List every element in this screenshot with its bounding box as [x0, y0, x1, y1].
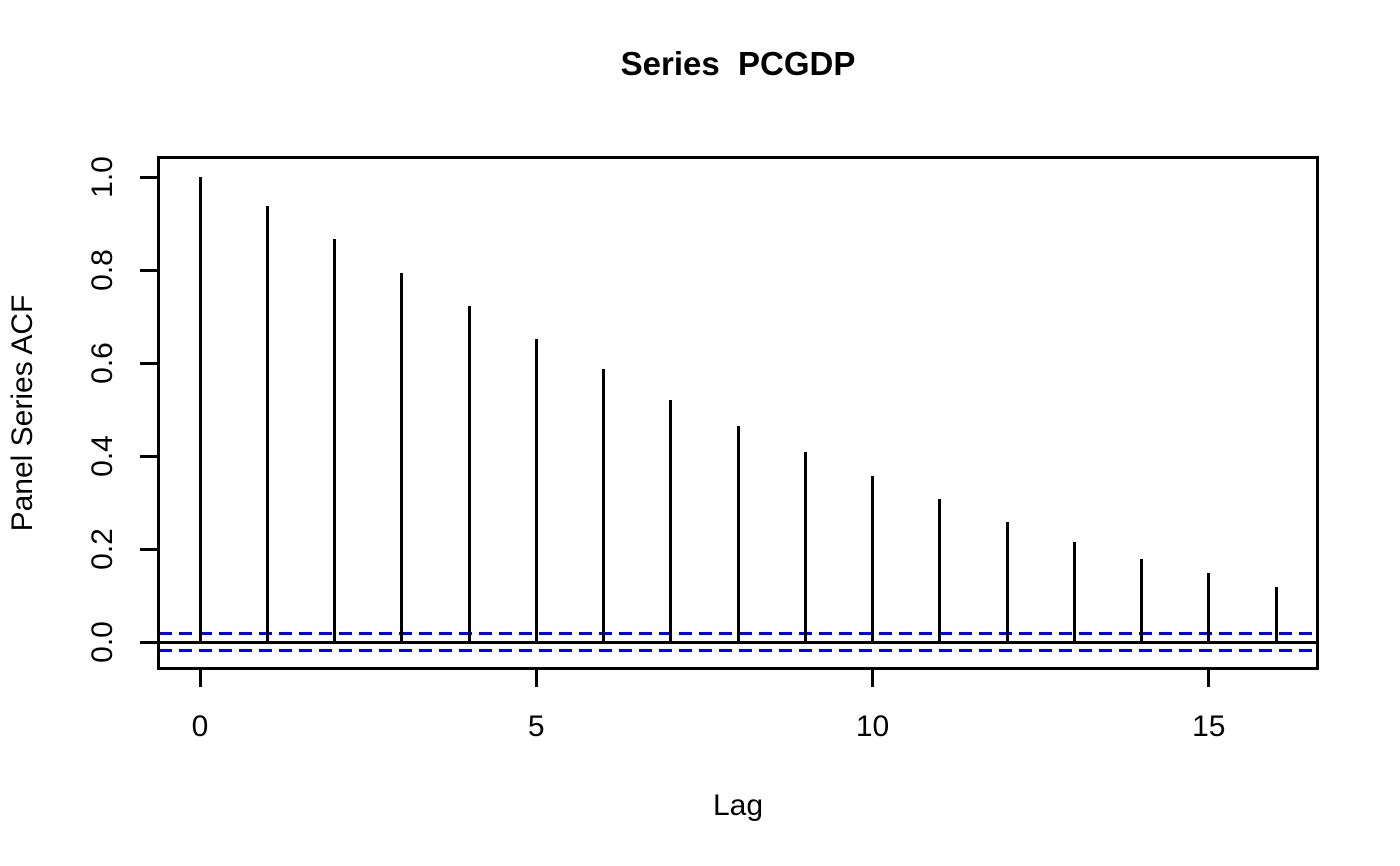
acf-bar-lag-16 [1274, 587, 1278, 642]
x-axis-label: Lag [712, 789, 764, 822]
acf-bar-lag-15 [1207, 573, 1211, 642]
x-tick-label-10: 10 [855, 710, 890, 743]
x-tick-label-15: 15 [1192, 710, 1226, 743]
x-tick-label-0: 0 [191, 710, 209, 743]
acf-bar-lag-5 [534, 338, 538, 642]
y-axis-tick-0.0 [140, 640, 157, 644]
x-axis-tick-10 [871, 670, 874, 687]
acf-bar-lag-12 [1005, 522, 1009, 642]
y-axis-label: Panel Series ACF [6, 294, 39, 532]
x-axis-tick-5 [534, 670, 538, 687]
acf-bar-lag-1 [265, 205, 269, 642]
acf-bar-lag-14 [1140, 559, 1143, 642]
chart-title: Series PCGDP [620, 45, 856, 82]
plot-box-border [157, 156, 1319, 670]
acf-bar-lag-10 [871, 476, 874, 642]
y-tick-label-0.2: 0.2 [86, 528, 119, 570]
x-tick-label-5: 5 [527, 710, 545, 743]
acf-bar-lag-6 [602, 368, 605, 642]
lower-conf-band-line [159, 649, 1317, 653]
x-axis-tick-15 [1207, 670, 1211, 687]
zero-reference-line [159, 640, 1317, 644]
y-tick-label-0.8: 0.8 [86, 249, 119, 291]
y-axis-tick-0.2 [140, 547, 157, 551]
acf-bar-lag-13 [1072, 542, 1076, 642]
y-axis-tick-0.4 [140, 454, 157, 458]
y-tick-label-1.0: 1.0 [86, 156, 119, 198]
y-axis-tick-0.6 [140, 361, 157, 365]
acf-bar-lag-4 [467, 305, 471, 642]
acf-bar-lag-8 [736, 426, 740, 642]
y-axis-tick-1.0 [140, 175, 157, 179]
y-tick-label-0.6: 0.6 [86, 342, 119, 384]
acf-bar-lag-3 [400, 272, 404, 642]
x-axis-tick-0 [198, 670, 202, 687]
y-axis-tick-0.8 [140, 268, 157, 272]
acf-bar-lag-2 [333, 238, 336, 642]
acf-bar-lag-0 [198, 177, 202, 642]
acf-bar-lag-11 [938, 499, 942, 642]
y-tick-label-0.4: 0.4 [86, 435, 119, 477]
y-tick-label-0.0: 0.0 [86, 621, 119, 663]
acf-bar-lag-7 [669, 399, 673, 642]
acf-bar-lag-9 [803, 452, 807, 642]
